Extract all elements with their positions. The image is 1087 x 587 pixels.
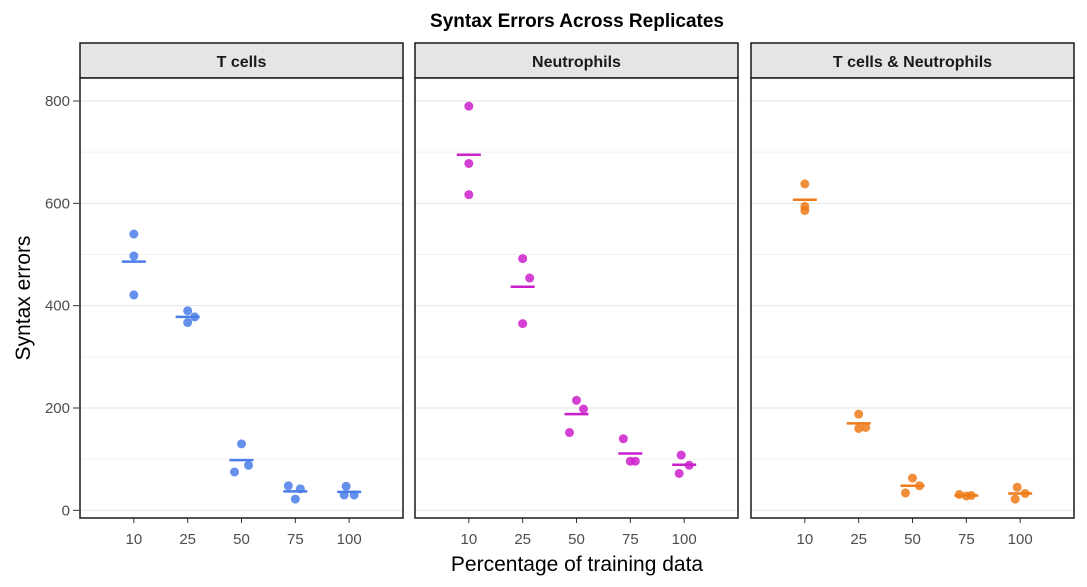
y-axis: 0 200 400 600 800 (45, 93, 79, 519)
x-tick-label: 10 (460, 531, 477, 548)
x-tick-label: 100 (337, 531, 362, 548)
data-point (183, 318, 193, 328)
data-point (579, 404, 588, 414)
data-point (230, 467, 239, 477)
x-tick-label: 100 (1008, 531, 1033, 548)
data-point (572, 395, 581, 405)
data-point (1010, 494, 1020, 504)
x-tick-label: 100 (672, 531, 697, 548)
data-point (525, 273, 535, 283)
x-tick-label: 10 (125, 531, 142, 548)
data-point (901, 488, 910, 498)
x-tick-label: 75 (622, 531, 639, 548)
data-point (129, 251, 139, 261)
facet-strip-label: Neutrophils (532, 54, 621, 71)
y-tick-label: 600 (45, 195, 70, 212)
data-point (464, 158, 474, 168)
y-tick-label: 800 (45, 93, 70, 110)
chart-title: Syntax Errors Across Replicates (430, 11, 724, 32)
data-point (183, 306, 193, 316)
facet-panel: T cells 10 25 50 75 100 (79, 42, 404, 548)
facet-strip (79, 42, 404, 79)
data-point (625, 456, 635, 466)
data-point (464, 101, 474, 111)
x-tick-label: 50 (568, 531, 585, 548)
data-point (518, 254, 528, 264)
data-point (674, 468, 684, 478)
data-point (464, 190, 474, 200)
y-axis-title: Syntax errors (12, 236, 35, 361)
data-point (283, 481, 293, 491)
x-tick-label: 25 (179, 531, 196, 548)
panel-background (751, 78, 1074, 518)
panel-border (414, 77, 739, 519)
data-point (800, 206, 810, 216)
panel-background (80, 78, 403, 518)
data-point (618, 434, 628, 444)
y-tick-label: 0 (62, 502, 70, 519)
data-point (290, 494, 300, 504)
data-point (237, 439, 246, 449)
x-tick-label: 25 (514, 531, 531, 548)
facet-strip (414, 42, 739, 79)
x-tick-label: 10 (796, 531, 813, 548)
data-point (854, 423, 864, 433)
data-point (676, 450, 686, 460)
data-point (908, 473, 917, 483)
x-tick-label: 50 (904, 531, 921, 548)
data-point (129, 290, 139, 300)
facet-panel: Neutrophils 10 25 50 75 100 (414, 42, 739, 548)
data-point (1012, 482, 1022, 492)
data-point (244, 460, 253, 470)
panel-background (415, 78, 738, 518)
data-point (800, 179, 810, 189)
data-point (861, 422, 871, 432)
facet-strip-label: T cells & Neutrophils (833, 54, 992, 71)
facet-panels: T cells 10 25 50 75 100 Neutrophils 10 25 50 75 100… (79, 42, 1075, 548)
panel-border (750, 77, 1075, 519)
facet-strip-label: T cells (217, 54, 267, 71)
panel-border (79, 77, 404, 519)
x-tick-label: 75 (287, 531, 304, 548)
y-tick-label: 200 (45, 400, 70, 417)
facet-panel: T cells & Neutrophils 10 25 50 75 100 (750, 42, 1075, 548)
facet-strip (750, 42, 1075, 79)
data-point (518, 319, 528, 329)
x-tick-label: 75 (958, 531, 975, 548)
x-axis-title: Percentage of training data (451, 553, 703, 576)
data-point (565, 428, 574, 438)
y-tick-label: 400 (45, 298, 70, 315)
data-point (854, 409, 864, 419)
x-tick-label: 25 (850, 531, 867, 548)
data-point (129, 229, 139, 239)
x-tick-label: 50 (233, 531, 250, 548)
data-point (341, 481, 351, 491)
